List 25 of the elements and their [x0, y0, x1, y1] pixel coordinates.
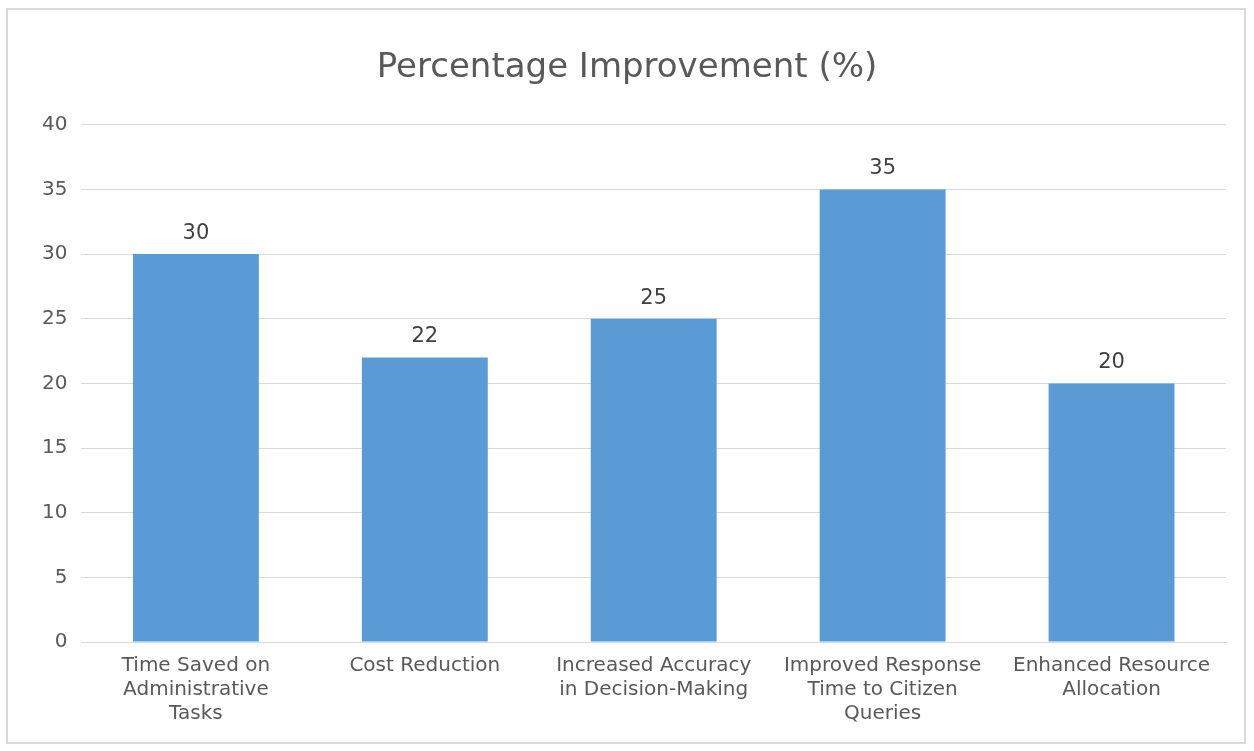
- y-tick-label: 30: [42, 240, 68, 265]
- data-label: 25: [640, 284, 668, 309]
- bar: [819, 189, 946, 642]
- bar: [361, 357, 488, 642]
- x-tick-label: Improved Response Time to Citizen Queries: [783, 652, 982, 725]
- y-tick-label: 20: [42, 369, 68, 394]
- bar: [590, 318, 717, 642]
- data-label: 20: [1098, 349, 1125, 374]
- x-tick-label: Increased Accuracy in Decision-Making: [556, 652, 752, 701]
- y-tick-label: 10: [42, 498, 68, 523]
- data-label: 35: [869, 155, 896, 180]
- x-tick-label: Enhanced Resource Allocation: [1013, 652, 1211, 701]
- y-tick-label: 15: [42, 434, 68, 459]
- y-tick-label: 5: [54, 563, 68, 588]
- y-tick-label: 25: [42, 304, 68, 329]
- y-tick-label: 40: [42, 111, 68, 135]
- bar: [132, 254, 259, 642]
- y-tick-label: 0: [54, 628, 68, 653]
- data-label: 30: [182, 220, 210, 245]
- x-tick-label: Time Saved on Administrative Tasks: [120, 652, 271, 725]
- data-label: 22: [411, 323, 439, 348]
- bar: [1048, 383, 1175, 642]
- chart-title: Percentage Improvement (%): [376, 45, 878, 86]
- x-tick-label: Cost Reduction: [349, 652, 501, 677]
- y-tick-label: 35: [42, 175, 68, 200]
